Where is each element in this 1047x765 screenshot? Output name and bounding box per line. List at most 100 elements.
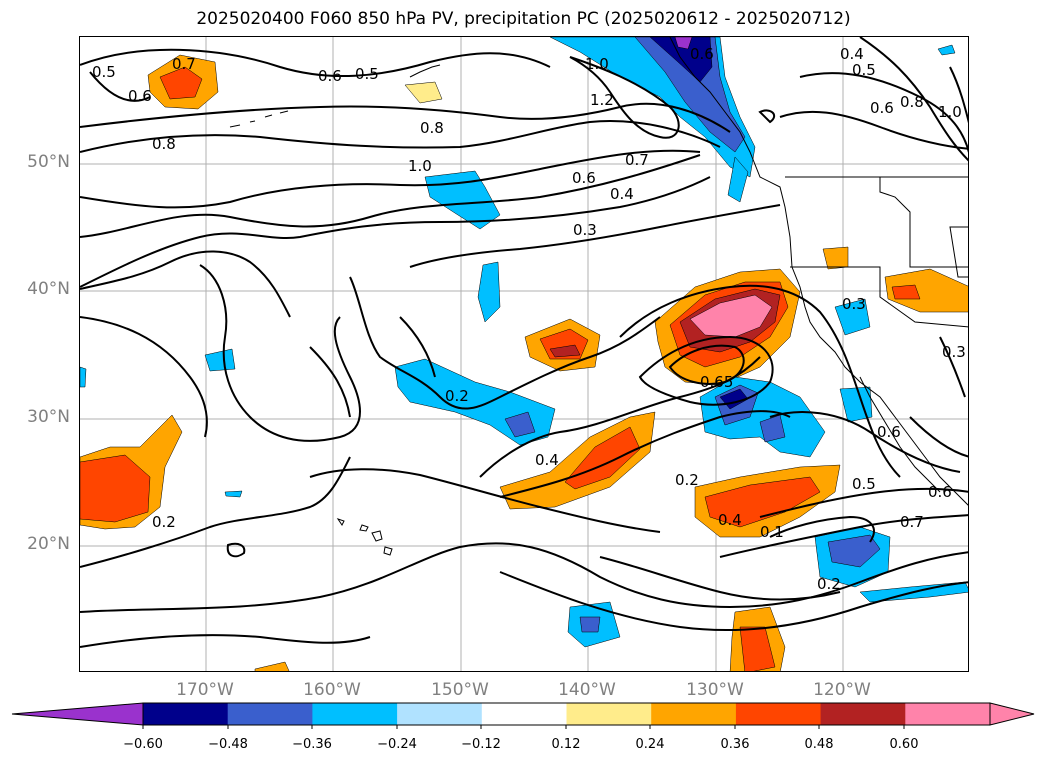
contour-label: 0.65: [700, 373, 733, 391]
neg-area: [579, 616, 601, 633]
colorbar-segment: [397, 703, 483, 725]
colorbar-outline: [142, 702, 991, 726]
lon-label-150w: 150°W: [431, 680, 489, 700]
coastline-aleutians: [229, 110, 289, 128]
pv-contour: [759, 487, 968, 518]
contour-label: 0.6: [870, 99, 894, 117]
pv-contour: [80, 542, 968, 613]
pv-contour: [80, 154, 701, 238]
colorbar-segments: [11, 702, 1035, 729]
neg-area: [839, 386, 873, 423]
neg-area: [477, 261, 501, 323]
colorbar-segment: [651, 703, 737, 725]
contour-label: 0.2: [675, 471, 699, 489]
contour-label: 0.5: [852, 475, 876, 493]
contour-label: 0.3: [573, 221, 597, 239]
colorbar-tick-label: −0.36: [292, 737, 332, 752]
hawaii-islands: [336, 518, 393, 556]
pv-contour: [769, 515, 875, 543]
pv-contour: [569, 56, 680, 139]
lon-label-170w: 170°W: [176, 680, 234, 700]
colorbar-tick-label: −0.60: [123, 737, 163, 752]
colorbar-segment: [566, 703, 652, 725]
colorbar-tick-label: 0.48: [804, 737, 834, 752]
map-canvas: 0.5 0.6 0.7 0.6 0.5 0.8 0.8 1.0 1.0 1.2 …: [80, 37, 968, 671]
colorbar-segment: [227, 703, 313, 725]
contour-label: 0.6: [690, 45, 714, 63]
neg-area: [674, 37, 693, 50]
lon-label-120w: 120°W: [813, 680, 871, 700]
neg-area: [827, 534, 881, 568]
pv-contour: [619, 284, 901, 478]
contour-label: 0.6: [572, 169, 596, 187]
lon-label-130w: 130°W: [686, 680, 744, 700]
contour-label: 1.0: [938, 103, 962, 121]
contour-label: 0.8: [152, 135, 176, 153]
pv-contour: [309, 468, 661, 533]
pos-area: [254, 661, 290, 671]
pos-area: [891, 284, 921, 300]
pv-contour: [309, 346, 351, 418]
pv-contour: [859, 37, 968, 162]
contour-label: 0.4: [610, 185, 634, 203]
colorbar: [11, 702, 1035, 729]
pv-contour: [80, 102, 731, 133]
colorbar-tick-label: −0.12: [461, 737, 501, 752]
lat-label-30n: 30°N: [27, 407, 70, 427]
neg-area: [80, 366, 87, 388]
pv-contour: [199, 264, 361, 442]
neg-area: [727, 156, 749, 203]
pv-contour: [80, 634, 371, 648]
neg-area: [504, 411, 536, 438]
pv-contour: [638, 335, 774, 406]
state-borders: [790, 266, 968, 328]
pos-area: [884, 268, 968, 313]
pv-contour: [80, 250, 291, 318]
contour-label: 0.3: [942, 343, 966, 361]
contour-label: 0.2: [445, 387, 469, 405]
contour-label: 0.6: [877, 423, 901, 441]
neg-area: [759, 414, 786, 443]
colorbar-tick-label: 0.24: [635, 737, 665, 752]
contour-label: 0.3: [842, 295, 866, 313]
lon-label-140w: 140°W: [558, 680, 616, 700]
pv-contour: [909, 416, 968, 458]
pv-contour: [939, 336, 966, 398]
colorbar-segment: [143, 703, 229, 725]
colorbar-segment: [481, 703, 567, 725]
pv-contour: [80, 120, 721, 153]
pos-area: [689, 294, 773, 338]
lat-label-40n: 40°N: [27, 279, 70, 299]
state-borders: [879, 177, 968, 268]
pv-contour: [668, 344, 745, 385]
map-title: 2025020400 F060 850 hPa PV, precipitatio…: [196, 9, 851, 29]
pv-contour: [779, 110, 968, 150]
neg-area: [649, 37, 713, 83]
pv-contour: [949, 66, 968, 124]
pos-area: [159, 66, 203, 100]
pv-contour: [80, 48, 551, 78]
map-plot-area: 0.5 0.6 0.7 0.6 0.5 0.8 0.8 1.0 1.0 1.2 …: [79, 36, 969, 672]
pv-contour: [226, 542, 246, 558]
neg-area: [424, 170, 501, 230]
pv-contour: [80, 316, 208, 438]
colorbar-tick-label: 0.60: [889, 737, 919, 752]
pv-contour: [80, 149, 701, 209]
pv-contour: [80, 176, 711, 288]
lat-label-20n: 20°N: [27, 534, 70, 554]
coastline-baja: [859, 376, 941, 493]
neg-area: [834, 298, 871, 336]
pos-area: [822, 246, 849, 270]
coastline-north-america: [669, 37, 968, 506]
contour-label: 1.0: [585, 55, 609, 73]
contour-label: 0.6: [928, 483, 952, 501]
pv-contours: [80, 37, 968, 648]
pv-contour: [89, 71, 151, 102]
pv-contour: [758, 109, 776, 124]
colorbar-segment: [312, 703, 398, 725]
pv-contour: [399, 316, 436, 378]
contour-label: 0.7: [172, 55, 196, 73]
contour-label: 0.7: [625, 151, 649, 169]
contour-label: 1.0: [408, 157, 432, 175]
contour-label: 0.5: [852, 61, 876, 79]
